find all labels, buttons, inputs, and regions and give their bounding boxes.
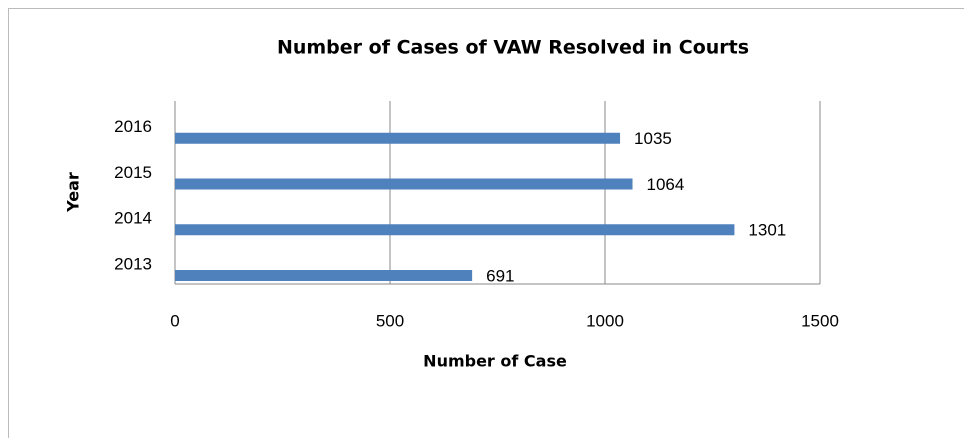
- x-tick-label: 0: [170, 311, 179, 330]
- y-tick-label: 2014: [114, 209, 152, 228]
- data-label: 691: [486, 266, 514, 285]
- x-tick-label: 1000: [586, 311, 624, 330]
- x-axis-label: Number of Case: [423, 352, 567, 371]
- y-tick-label: 2015: [114, 163, 152, 182]
- y-axis-label: Year: [64, 172, 83, 213]
- data-label: 1064: [647, 175, 685, 194]
- data-label: 1035: [634, 129, 672, 148]
- x-tick-label: 1500: [801, 311, 839, 330]
- bar: [175, 270, 472, 281]
- bar: [175, 133, 620, 144]
- y-tick-label: 2013: [114, 254, 152, 273]
- y-tick-label: 2016: [114, 117, 152, 136]
- bar: [175, 179, 633, 190]
- bar: [175, 224, 734, 235]
- x-tick-label: 500: [376, 311, 404, 330]
- chart-title: Number of Cases of VAW Resolved in Court…: [277, 37, 749, 59]
- data-label: 1301: [748, 221, 786, 240]
